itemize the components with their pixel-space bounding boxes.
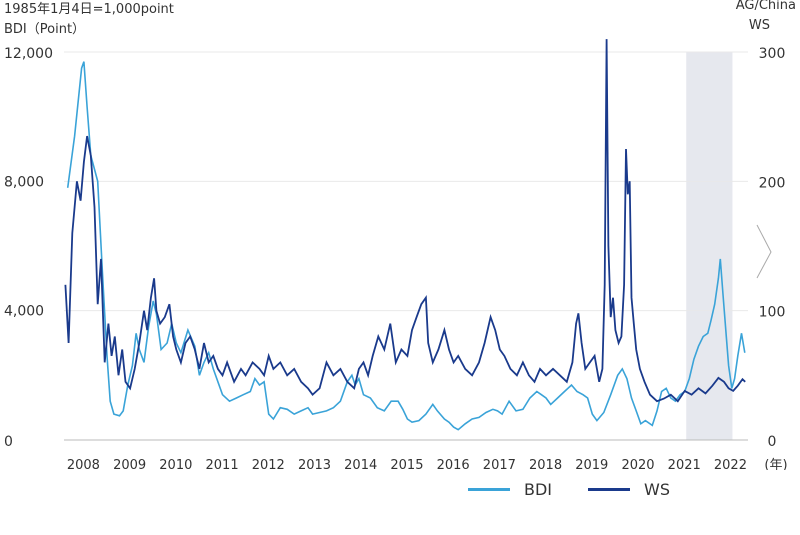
right-axis-break-mark <box>756 224 772 279</box>
x-tick-label: 2016 <box>437 458 470 470</box>
x-tick-label: 2012 <box>252 458 285 470</box>
y-right-ticks: 300 200 100 0 <box>759 46 786 450</box>
legend-item-bdi: BDI <box>468 480 552 499</box>
y-left-tick-label: 0 <box>4 434 13 450</box>
x-tick-label: 2011 <box>206 458 239 470</box>
x-axis-unit: (年) <box>764 458 787 470</box>
y-left-tick-label: 4,000 <box>4 304 44 320</box>
y-left-tick-label: 12,000 <box>4 46 53 62</box>
legend-swatch-ws <box>588 488 630 491</box>
base-note: 1985年1月4日=1,000point <box>4 2 174 17</box>
legend: BDI WS <box>0 480 800 510</box>
x-tick-label: 2015 <box>390 458 423 470</box>
x-tick-label: 2009 <box>113 458 146 470</box>
series-line-bdi <box>66 61 746 431</box>
x-tick-label: 2019 <box>575 458 608 470</box>
y-left-tick-label: 8,000 <box>4 174 44 190</box>
shaded-period <box>686 52 733 440</box>
x-tick-label: 2008 <box>67 458 100 470</box>
y-left-ticks: 12,000 8,000 4,000 0 <box>4 46 53 450</box>
x-tick-label: 2020 <box>621 458 654 470</box>
gridlines <box>64 51 748 441</box>
x-tick-label: 2021 <box>668 458 701 470</box>
legend-label-bdi: BDI <box>524 480 553 499</box>
legend-label-ws: WS <box>644 480 670 499</box>
legend-swatch-bdi <box>468 488 510 491</box>
x-tick-label: 2014 <box>344 458 377 470</box>
y-axis-label-left: BDI（Point） <box>4 22 86 37</box>
x-tick-label: 2022 <box>714 458 747 470</box>
x-ticks: 2008 2009 2010 2011 2012 2013 2014 2015 2016 2017… <box>67 458 788 470</box>
x-tick-label: 2017 <box>483 458 516 470</box>
chart-plot: 12,000 8,000 4,000 0 300 200 100 0 2008 2009 201… <box>4 39 788 470</box>
series-line-ws <box>64 39 746 403</box>
y-right-tick-label: 200 <box>759 175 786 191</box>
x-tick-label: 2010 <box>159 458 192 470</box>
x-tick-label: 2013 <box>298 458 331 470</box>
x-tick-label: 2018 <box>529 458 562 470</box>
y-right-tick-label: 0 <box>768 434 777 450</box>
y-axis-label-right-line1: AG/China <box>735 0 796 13</box>
y-axis-label-right-line2: WS <box>748 18 770 33</box>
legend-item-ws: WS <box>588 480 670 499</box>
y-right-tick-label: 100 <box>759 305 786 321</box>
y-right-tick-label: 300 <box>759 46 786 62</box>
